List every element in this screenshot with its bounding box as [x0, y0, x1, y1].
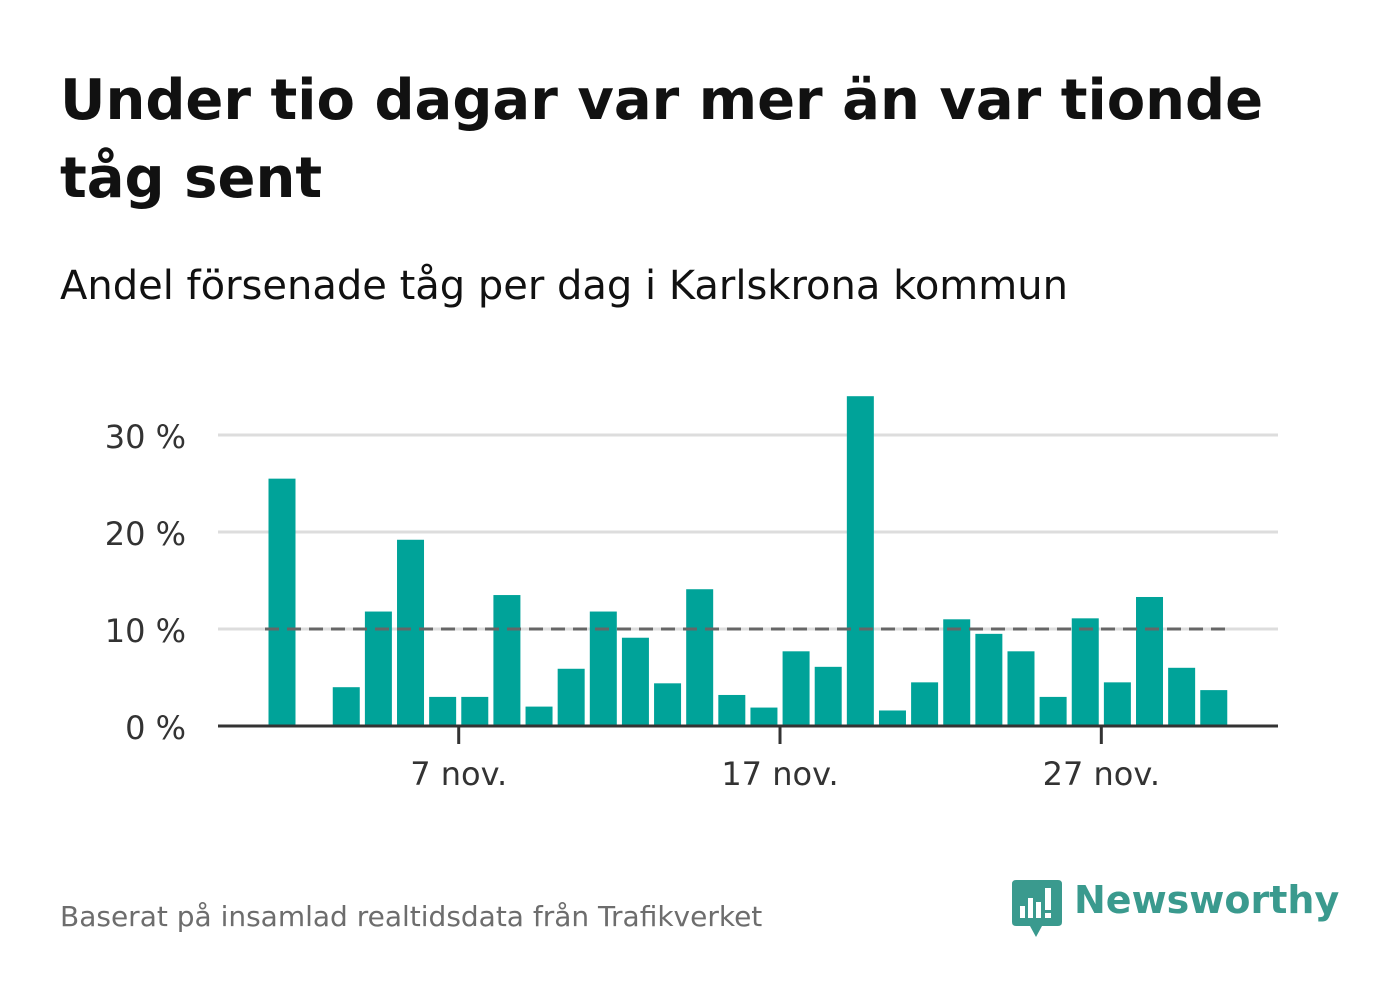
- bar: [911, 682, 939, 726]
- bar: [1200, 690, 1228, 726]
- y-tick-label: 20 %: [105, 515, 186, 553]
- y-tick-label: 30 %: [105, 418, 186, 456]
- bar: [686, 589, 714, 726]
- bar: [1103, 682, 1131, 726]
- bar: [846, 396, 874, 726]
- bar: [429, 696, 457, 726]
- bar: [878, 710, 906, 726]
- x-tick-label: 27 nov.: [1043, 755, 1160, 793]
- newsworthy-logo-icon: [1012, 880, 1062, 937]
- chart-subtitle: Andel försenade tåg per dag i Karlskrona…: [60, 263, 1068, 309]
- x-tick-label: 17 nov.: [721, 755, 838, 793]
- bar: [654, 683, 682, 726]
- bar: [718, 694, 746, 726]
- bar: [332, 687, 360, 726]
- y-axis-labels: 0 % 10 % 20 % 30 %: [105, 418, 186, 747]
- x-tick-label: 7 nov.: [410, 755, 507, 793]
- bar: [782, 651, 810, 726]
- chart-title: Under tio dagar var mer än var tionde tå…: [60, 68, 1264, 211]
- bar: [1039, 696, 1067, 726]
- bar: [461, 696, 489, 726]
- y-tick-label: 0 %: [125, 709, 186, 747]
- bar: [525, 706, 553, 726]
- bar: [1136, 596, 1164, 726]
- bar: [589, 611, 617, 726]
- brand-name: Newsworthy: [1074, 878, 1340, 922]
- bar: [1168, 667, 1196, 726]
- bar: [268, 478, 296, 726]
- y-tick-label: 10 %: [105, 612, 186, 650]
- bar: [364, 611, 392, 726]
- bar: [397, 539, 425, 726]
- bar: [750, 707, 778, 726]
- bar: [621, 637, 649, 726]
- bar: [557, 668, 585, 726]
- x-axis: 7 nov. 17 nov. 27 nov.: [218, 724, 1278, 793]
- gridlines: [218, 433, 1278, 631]
- bars: [268, 396, 1228, 726]
- bar: [1007, 651, 1035, 726]
- bar: [493, 595, 521, 726]
- bar: [814, 666, 842, 726]
- bar: [943, 619, 971, 726]
- bar: [975, 633, 1003, 726]
- bar: [1071, 618, 1099, 726]
- source-note: Baserat på insamlad realtidsdata från Tr…: [60, 900, 763, 933]
- brand-logo: Newsworthy: [1012, 878, 1340, 940]
